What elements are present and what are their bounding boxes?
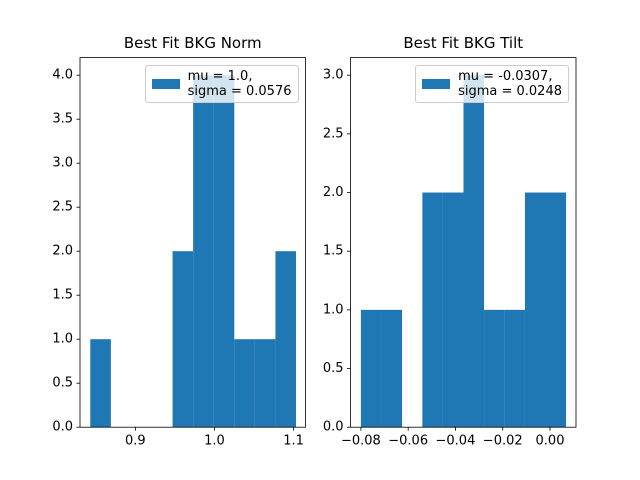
y-tick-label: 2.5 — [52, 200, 73, 215]
chart-title: Best Fit BKG Tilt — [403, 34, 523, 52]
bar — [193, 75, 214, 428]
y-tick-label: 1.0 — [323, 302, 344, 317]
bar — [254, 339, 276, 428]
bar — [213, 75, 235, 428]
y-tick-label: 0.0 — [323, 420, 344, 435]
y-tick-label: 3.0 — [323, 68, 344, 83]
axes-frame — [79, 57, 306, 428]
legend-patch — [422, 78, 451, 89]
y-tick-label: 3.5 — [52, 112, 73, 127]
bar — [234, 339, 255, 428]
y-tick-label: 0.5 — [52, 376, 73, 391]
bar — [275, 251, 297, 428]
bar — [360, 309, 382, 428]
y-tick-label: 0.0 — [52, 420, 73, 435]
bar — [545, 192, 567, 428]
y-tick-label: 1.5 — [323, 244, 344, 259]
x-tick-label: 0.9 — [125, 434, 146, 449]
x-tick-label: 1.0 — [204, 434, 225, 449]
y-tick-label: 2.5 — [323, 126, 344, 141]
legend: mu = -0.0307, sigma = 0.0248 — [415, 64, 569, 103]
bar — [381, 309, 403, 428]
bar — [442, 192, 464, 428]
legend: mu = 1.0, sigma = 0.0576 — [144, 64, 299, 103]
x-tick-label: −0.04 — [436, 434, 476, 449]
bar — [524, 192, 546, 428]
y-tick-label: 0.5 — [323, 361, 344, 376]
bar — [504, 309, 525, 428]
y-tick-label: 1.0 — [52, 332, 73, 347]
bar — [172, 251, 194, 428]
y-tick-label: 1.5 — [52, 288, 73, 303]
bar — [90, 339, 111, 428]
chart-title: Best Fit BKG Norm — [124, 34, 262, 52]
legend-label: mu = -0.0307, sigma = 0.0248 — [458, 68, 562, 99]
x-tick-label: −0.06 — [388, 434, 428, 449]
legend-label: mu = 1.0, sigma = 0.0576 — [187, 68, 292, 99]
x-tick-label: −0.02 — [483, 434, 523, 449]
y-tick-label: 2.0 — [323, 185, 344, 200]
bar — [484, 309, 505, 428]
bar — [463, 75, 485, 428]
bar — [422, 192, 443, 428]
y-tick-label: 3.0 — [52, 156, 73, 171]
x-tick-label: −0.08 — [341, 434, 381, 449]
legend-patch — [151, 78, 180, 89]
y-tick-label: 4.0 — [52, 68, 73, 83]
x-tick-label: 0.00 — [536, 434, 565, 449]
x-tick-label: 1.1 — [283, 434, 304, 449]
y-tick-label: 2.0 — [52, 244, 73, 259]
axes-frame — [350, 57, 577, 428]
